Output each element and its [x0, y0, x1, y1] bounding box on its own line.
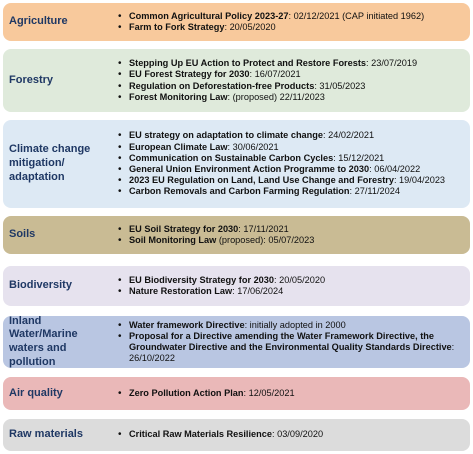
policy-list: Water framework Directive: initially ado…: [117, 316, 464, 368]
policy-item: Stepping Up EU Action to Protect and Res…: [117, 58, 464, 69]
policy-item: Zero Pollution Action Plan: 12/05/2021: [117, 388, 464, 399]
category-label: Air quality: [9, 386, 63, 399]
policy-item: EU Forest Strategy for 2030: 16/07/2021: [117, 69, 464, 80]
policy-item: Carbon Removals and Carbon Farming Regul…: [117, 186, 464, 197]
row-water: Inland Water/Marine waters and pollution…: [3, 314, 470, 368]
policy-item: Soil Monitoring Law (proposed): 05/07/20…: [117, 235, 464, 246]
policy-list: Critical Raw Materials Resilience: 03/09…: [117, 419, 464, 451]
row-soils: Soils EU Soil Strategy for 2030: 17/11/2…: [3, 216, 470, 254]
policy-item: Regulation on Deforestation-free Product…: [117, 81, 464, 92]
policy-item: Nature Restoration Law: 17/06/2024: [117, 286, 464, 297]
policy-item: Farm to Fork Strategy: 20/05/2020: [117, 22, 464, 33]
policy-item: General Union Environment Action Program…: [117, 164, 464, 175]
category-label: Biodiversity: [9, 279, 72, 292]
category-label: Inland Water/Marine waters and pollution: [9, 314, 78, 368]
policy-item: Communication on Sustainable Carbon Cycl…: [117, 153, 464, 164]
policy-list: EU Biodiversity Strategy for 2030: 20/05…: [117, 266, 464, 306]
policy-item: 2023 EU Regulation on Land, Land Use Cha…: [117, 175, 464, 186]
policy-list: Common Agricultural Policy 2023-27: 02/1…: [117, 3, 464, 41]
policy-item: EU strategy on adaptation to climate cha…: [117, 130, 464, 141]
policy-item: European Climate Law: 30/06/2021: [117, 142, 464, 153]
category-label: Soils: [9, 228, 36, 241]
category-label: Agriculture: [9, 15, 68, 28]
policy-item: Common Agricultural Policy 2023-27: 02/1…: [117, 11, 464, 22]
row-raw-materials: Raw materials Critical Raw Materials Res…: [3, 419, 470, 451]
policy-item: EU Soil Strategy for 2030: 17/11/2021: [117, 224, 464, 235]
policy-list: Stepping Up EU Action to Protect and Res…: [117, 49, 464, 112]
policy-item: Water framework Directive: initially ado…: [117, 320, 464, 331]
policy-list: EU strategy on adaptation to climate cha…: [117, 120, 464, 208]
row-forestry: Forestry Stepping Up EU Action to Protec…: [3, 49, 470, 112]
policy-list: EU Soil Strategy for 2030: 17/11/2021 So…: [117, 216, 464, 254]
row-biodiversity: Biodiversity EU Biodiversity Strategy fo…: [3, 266, 470, 306]
policy-item: Forest Monitoring Law: (proposed) 22/11/…: [117, 92, 464, 103]
category-label: Raw materials: [9, 428, 83, 441]
policy-item: Proposal for a Directive amending the Wa…: [117, 331, 464, 365]
policy-item: EU Biodiversity Strategy for 2030: 20/05…: [117, 275, 464, 286]
row-air-quality: Air quality Zero Pollution Action Plan: …: [3, 377, 470, 410]
policy-item: Critical Raw Materials Resilience: 03/09…: [117, 429, 464, 440]
category-label: Forestry: [9, 73, 54, 86]
row-agriculture: Agriculture Common Agricultural Policy 2…: [3, 3, 470, 41]
row-climate: Climate change mitigation/ adaptation EU…: [3, 120, 470, 208]
policy-list: Zero Pollution Action Plan: 12/05/2021: [117, 377, 464, 410]
category-label: Climate change mitigation/ adaptation: [9, 143, 91, 183]
